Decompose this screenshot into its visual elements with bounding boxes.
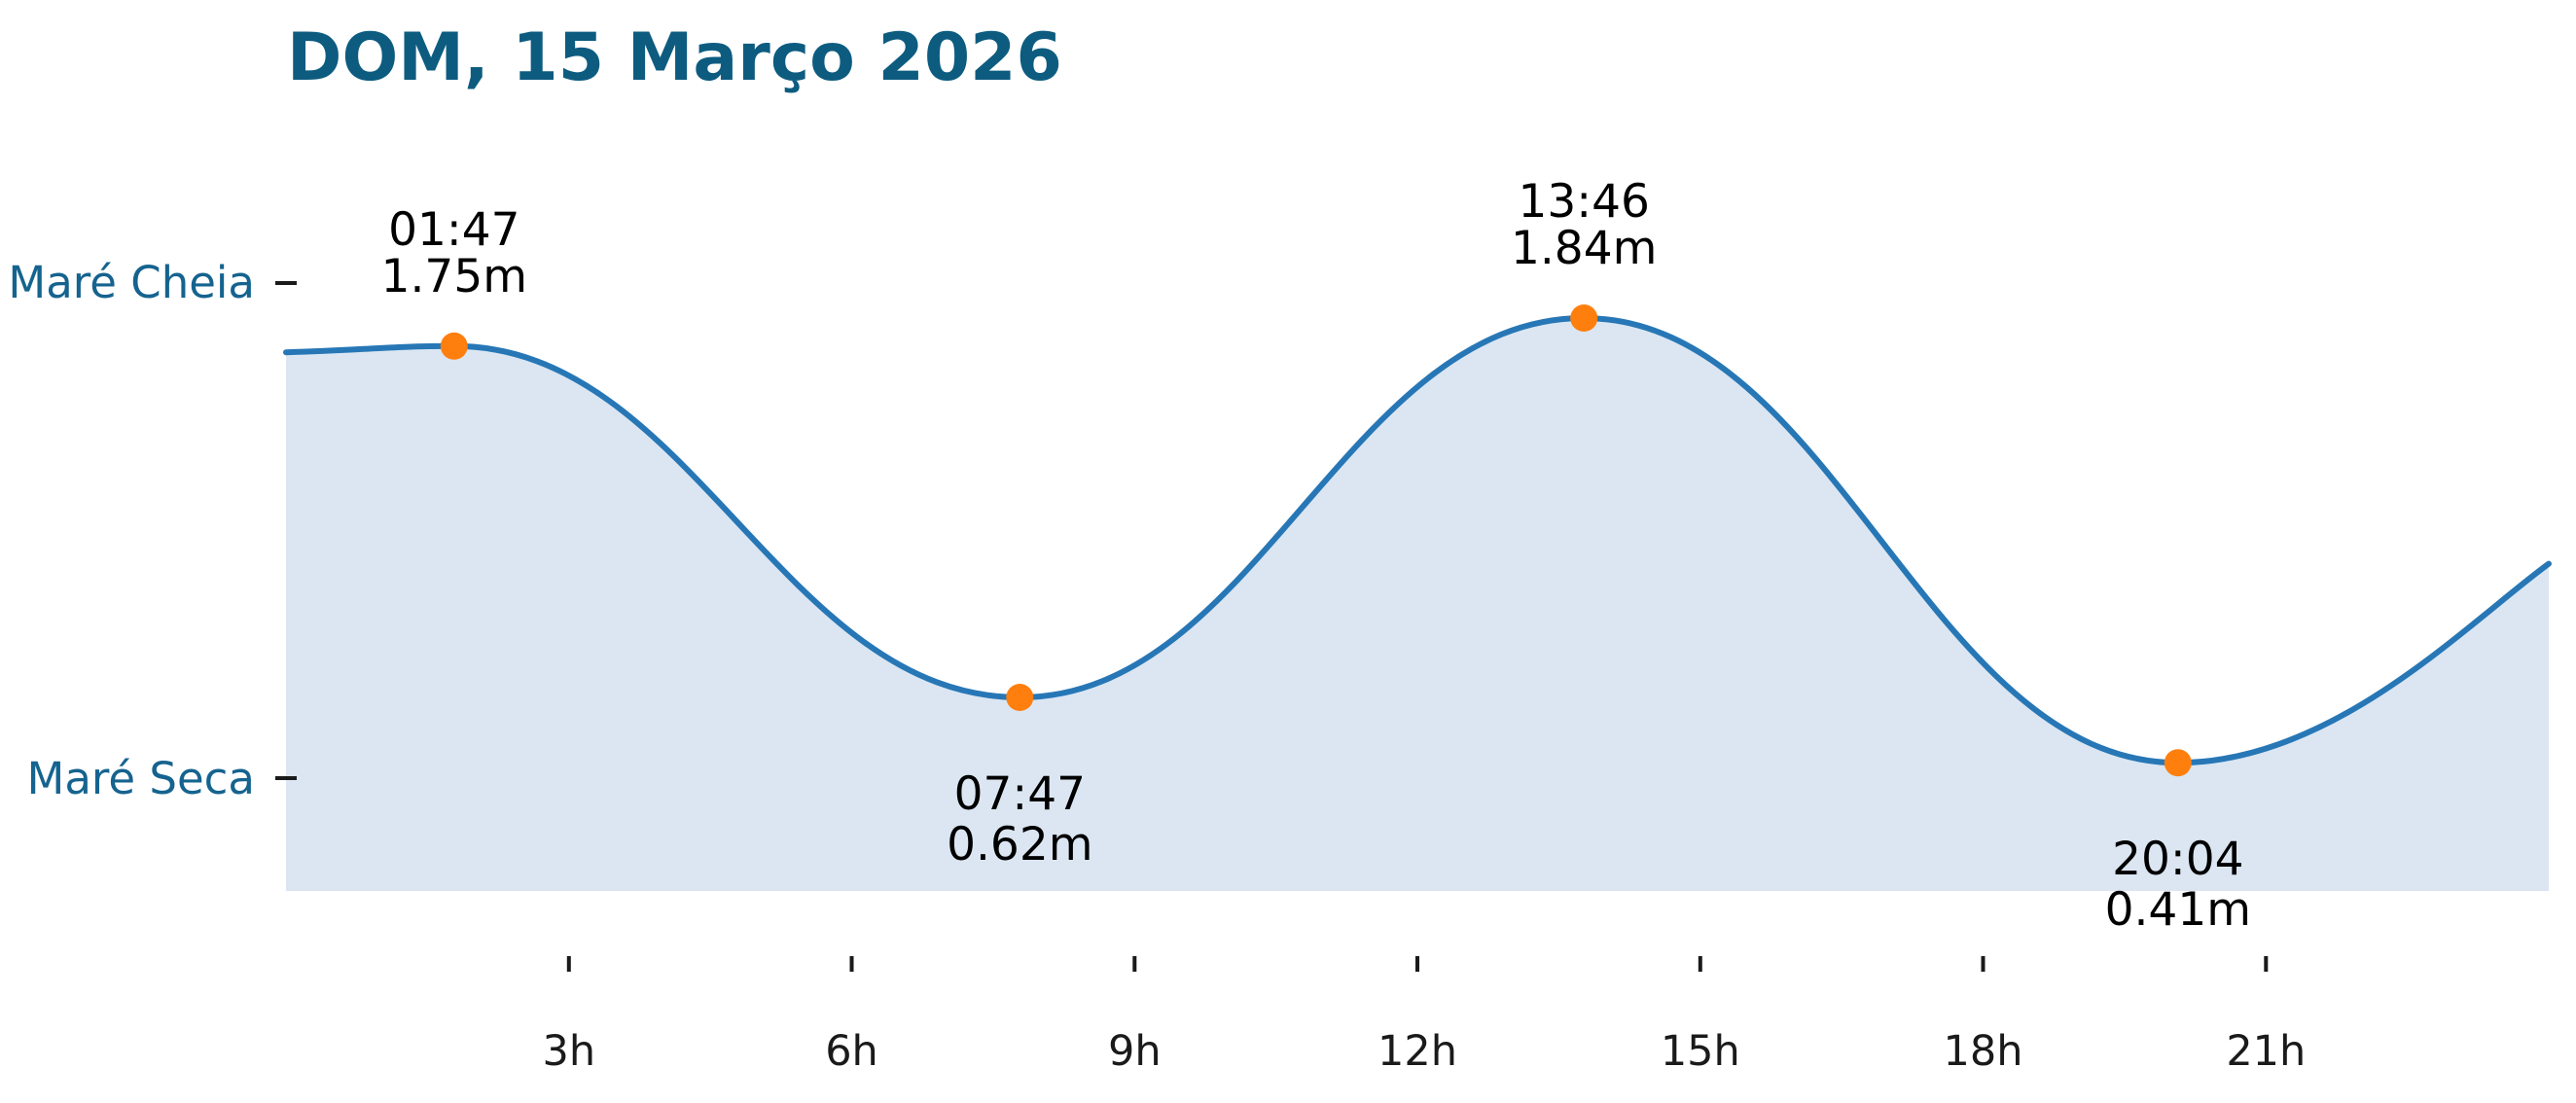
x-tick-label: 6h (825, 1027, 878, 1076)
x-tick-label: 18h (1944, 1027, 2023, 1076)
tide-annotation-time: 07:47 (954, 767, 1086, 821)
x-axis-ticks: 3h 6h 9h 12h 15h 18h 21h (542, 956, 2306, 1076)
tide-annotation-time: 20:04 (2112, 833, 2243, 886)
tide-extreme-dot-high (440, 332, 468, 360)
tide-curve-layer (283, 314, 2552, 891)
tide-annotation-height: 0.41m (2105, 883, 2251, 937)
x-tick-label: 9h (1108, 1027, 1162, 1076)
tide-extreme-dot-low (2164, 749, 2192, 777)
tide-extreme-markers (440, 304, 2192, 777)
tide-annotation-time: 13:46 (1518, 175, 1649, 229)
tide-extreme-dot-high (1570, 304, 1598, 332)
y-axis-label-low-tide: Maré Seca (27, 753, 255, 804)
x-tick-label: 15h (1661, 1027, 1740, 1076)
tide-annotation-height: 1.84m (1511, 222, 1657, 275)
tide-annotation-time: 01:47 (388, 203, 519, 257)
y-axis-label-high-tide: Maré Cheia (8, 257, 255, 308)
tide-annotation-height: 1.75m (381, 250, 527, 303)
chart-title: DOM, 15 Março 2026 (287, 19, 1062, 96)
y-axis-ticks (275, 281, 297, 780)
tide-area-fill (286, 318, 2549, 891)
x-tick-label: 21h (2226, 1027, 2306, 1076)
x-tick-label: 3h (542, 1027, 595, 1076)
tide-annotation-height: 0.62m (947, 818, 1092, 872)
tide-annotations: 01:471.75m 07:470.62m 13:461.84m 20:040.41m (381, 175, 2251, 937)
x-tick-label: 12h (1377, 1027, 1457, 1076)
tide-extreme-dot-low (1006, 684, 1034, 711)
